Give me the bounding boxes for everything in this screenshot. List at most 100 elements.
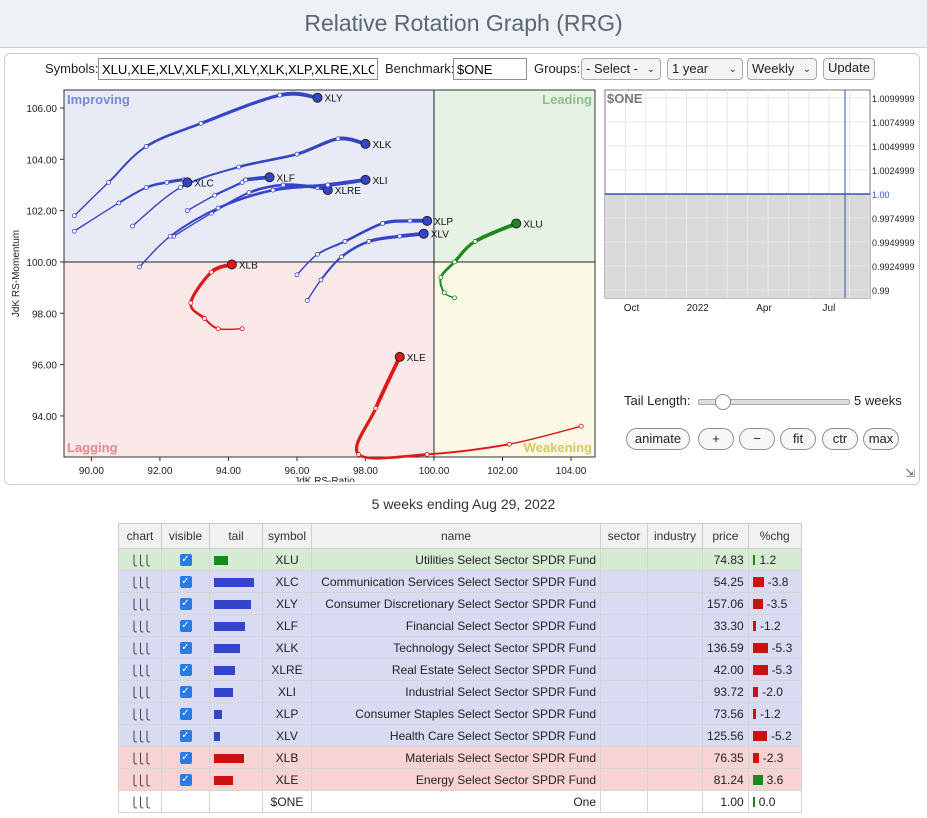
chart-icon[interactable]: ⎩⎩⎩ [130,643,150,655]
period-select[interactable]: 1 year ⌄ [667,58,743,80]
chart-cell[interactable]: ⎩⎩⎩ [118,724,162,747]
rrg-panel: Symbols: Benchmark: Groups: - Select -⌄ … [4,53,920,485]
visible-cell[interactable]: ✓ [161,548,210,571]
groups-select[interactable]: - Select - ⌄ [581,58,661,80]
chart-cell[interactable]: ⎩⎩⎩ [118,570,162,593]
center-button[interactable]: ctr [822,428,858,450]
chart-icon[interactable]: ⎩⎩⎩ [130,775,150,787]
col-price[interactable]: price [702,523,749,549]
chart-icon[interactable]: ⎩⎩⎩ [130,555,150,567]
chart-cell[interactable]: ⎩⎩⎩ [118,680,162,703]
visible-checkbox[interactable]: ✓ [179,774,192,787]
visible-checkbox[interactable]: ✓ [179,708,192,721]
chart-cell[interactable]: ⎩⎩⎩ [118,548,162,571]
symbol-cell[interactable]: XLRE [261,658,313,681]
visible-checkbox[interactable]: ✓ [179,686,192,699]
chart-cell[interactable]: ⎩⎩⎩ [118,746,162,769]
table-row[interactable]: ⎩⎩⎩ ✓ XLB Materials Select Sector SPDR Fund… [118,746,802,769]
chart-icon[interactable]: ⎩⎩⎩ [130,797,150,809]
chart-cell[interactable]: ⎩⎩⎩ [118,768,162,791]
chart-icon[interactable]: ⎩⎩⎩ [130,731,150,743]
visible-cell[interactable]: ✓ [161,724,210,747]
chart-cell[interactable]: ⎩⎩⎩ [118,702,162,725]
chart-icon[interactable]: ⎩⎩⎩ [130,709,150,721]
symbol-cell[interactable]: XLF [261,614,313,637]
col-visible[interactable]: visible [161,523,210,549]
table-row[interactable]: ⎩⎩⎩ ✓ XLU Utilities Select Sector SPDR Fund… [118,548,802,571]
visible-cell[interactable]: ✓ [161,592,210,615]
symbol-cell[interactable]: $ONE [261,790,313,813]
chart-cell[interactable]: ⎩⎩⎩ [118,636,162,659]
symbol-cell[interactable]: XLI [261,680,313,703]
frequency-select[interactable]: Weekly ⌄ [747,58,817,80]
visible-cell[interactable]: ✓ [161,636,210,659]
slider-handle[interactable] [714,394,731,410]
table-row[interactable]: ⎩⎩⎩ ✓ XLRE Real Estate Select Sector SPDR F… [118,658,802,681]
price-cell: 54.25 [702,570,749,593]
visible-cell[interactable]: ✓ [161,658,210,681]
fit-button[interactable]: fit [780,428,816,450]
chart-cell[interactable]: ⎩⎩⎩ [118,592,162,615]
chart-icon[interactable]: ⎩⎩⎩ [130,577,150,589]
visible-cell[interactable]: ✓ [161,680,210,703]
tail-cell [209,636,263,659]
visible-checkbox[interactable]: ✓ [179,642,192,655]
name-cell: Real Estate Select Sector SPDR Fund [311,658,602,681]
symbol-cell[interactable]: XLB [261,746,313,769]
col-symbol[interactable]: symbol [261,523,313,549]
max-button[interactable]: max [863,428,899,450]
chart-icon[interactable]: ⎩⎩⎩ [130,687,150,699]
col-tail[interactable]: tail [209,523,263,549]
table-row[interactable]: ⎩⎩⎩ ✓ XLP Consumer Staples Select Sector SP… [118,702,802,725]
symbol-cell[interactable]: XLC [261,570,313,593]
chg-bar [752,665,768,676]
symbol-cell[interactable]: XLE [261,768,313,791]
table-row[interactable]: ⎩⎩⎩ ✓ XLV Health Care Select Sector SPDR Fu… [118,724,802,747]
symbol-cell[interactable]: XLU [261,548,313,571]
visible-checkbox[interactable]: ✓ [179,752,192,765]
visible-checkbox[interactable]: ✓ [179,664,192,677]
col-industry[interactable]: industry [647,523,704,549]
table-row[interactable]: ⎩⎩⎩ ✓ XLI Industrial Select Sector SPDR Fun… [118,680,802,703]
visible-cell[interactable]: ✓ [161,570,210,593]
table-row[interactable]: ⎩⎩⎩ $ONE One 1.00 0.0 [118,790,802,813]
visible-checkbox[interactable]: ✓ [179,576,192,589]
symbol-cell[interactable]: XLY [261,592,313,615]
visible-cell[interactable]: ✓ [161,768,210,791]
resize-handle-icon[interactable]: ⇲ [904,466,915,480]
zoom-in-button[interactable]: + [698,428,734,450]
table-row[interactable]: ⎩⎩⎩ ✓ XLK Technology Select Sector SPDR Fun… [118,636,802,659]
col-sector[interactable]: sector [600,523,649,549]
visible-checkbox[interactable]: ✓ [179,620,192,633]
symbol-cell[interactable]: XLP [261,702,313,725]
chart-icon[interactable]: ⎩⎩⎩ [130,753,150,765]
zoom-out-button[interactable]: − [739,428,775,450]
visible-cell[interactable] [161,790,210,813]
table-row[interactable]: ⎩⎩⎩ ✓ XLF Financial Select Sector SPDR Fund… [118,614,802,637]
visible-cell[interactable]: ✓ [161,746,210,769]
symbols-input[interactable] [98,58,378,80]
table-row[interactable]: ⎩⎩⎩ ✓ XLC Communication Services Select Sec… [118,570,802,593]
chart-icon[interactable]: ⎩⎩⎩ [130,621,150,633]
benchmark-input[interactable] [453,58,527,80]
animate-button[interactable]: animate [626,428,690,450]
chart-cell[interactable]: ⎩⎩⎩ [118,658,162,681]
col-name[interactable]: name [311,523,602,549]
symbol-cell[interactable]: XLV [261,724,313,747]
tail-length-slider[interactable] [698,394,850,410]
sector-cell [600,724,649,747]
visible-cell[interactable]: ✓ [161,614,210,637]
update-button[interactable]: Update [823,58,875,80]
chart-cell[interactable]: ⎩⎩⎩ [118,790,162,813]
chart-icon[interactable]: ⎩⎩⎩ [130,599,150,611]
visible-checkbox[interactable]: ✓ [179,730,192,743]
table-row[interactable]: ⎩⎩⎩ ✓ XLE Energy Select Sector SPDR Fund 81.… [118,768,802,791]
visible-checkbox[interactable]: ✓ [179,554,192,567]
symbol-cell[interactable]: XLK [261,636,313,659]
chart-icon[interactable]: ⎩⎩⎩ [130,665,150,677]
visible-checkbox[interactable]: ✓ [179,598,192,611]
chart-cell[interactable]: ⎩⎩⎩ [118,614,162,637]
table-row[interactable]: ⎩⎩⎩ ✓ XLY Consumer Discretionary Select Sec… [118,592,802,615]
col-chg[interactable]: %chg [747,523,802,549]
visible-cell[interactable]: ✓ [161,702,210,725]
